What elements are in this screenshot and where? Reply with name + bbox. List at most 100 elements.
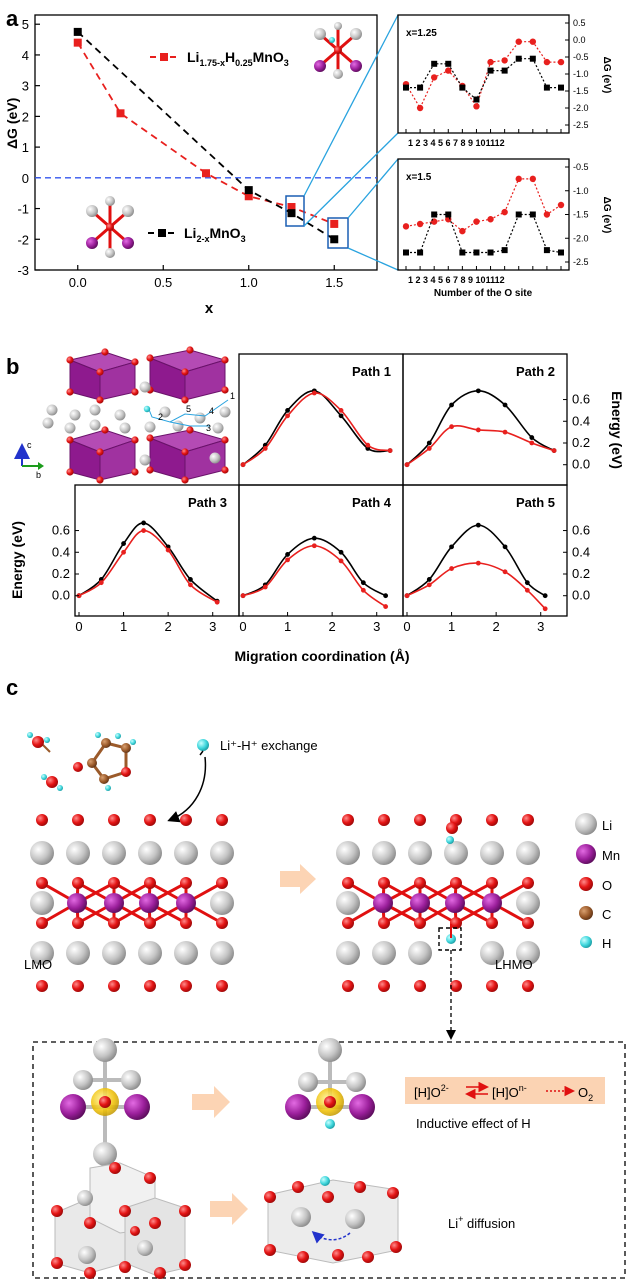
panel-a: a 0.0 0.5 1.0 1.5 -3 -2 -1 0 1 2 3 4 5 ΔG (eV) x Li1…: [4, 6, 612, 317]
path-title: Path 4: [352, 495, 392, 510]
structure-li-atom: [42, 417, 54, 429]
inset-y-tick-label: -0.5: [573, 162, 589, 172]
lattice-o-atom: [486, 877, 498, 889]
series-point-1: [330, 235, 339, 244]
lattice-li-atom: [516, 841, 540, 865]
inset-125-plot: 0.5 0.0 -0.5 -1.0 -1.5 -2.0 -2.5: [402, 18, 589, 133]
lattice-o-atom: [72, 917, 84, 929]
exchange-label: Li⁺-H⁺ exchange: [220, 738, 318, 753]
lattice-li-atom: [138, 941, 162, 965]
inset-point-0: [445, 67, 452, 74]
lattice-o-atom: [144, 917, 156, 929]
structure-o-atom: [181, 396, 189, 404]
path-y-tick-label: 0.2: [572, 566, 590, 581]
lattice-o-atom: [108, 877, 120, 889]
inset-y-tick-label: -2.5: [573, 120, 589, 130]
lattice-li-atom: [210, 941, 234, 965]
path-point-1: [529, 440, 535, 446]
lattice-o-atom: [108, 917, 120, 929]
lattice-o-atom: [72, 980, 84, 992]
energy-y-label-left: Energy (eV): [9, 521, 25, 599]
lattice-o-atom: [180, 814, 192, 826]
lattice-li-atom: [336, 941, 360, 965]
path-x-tick-label: 3: [537, 619, 544, 634]
lattice-o-atom: [414, 917, 426, 929]
inset-point-1: [459, 84, 466, 91]
crystal-structure-image: 2 5 4 1 3 c b: [14, 346, 237, 485]
path-point-1: [338, 558, 344, 564]
inset-y-tick-label: -1.5: [573, 86, 589, 96]
series-point-0: [287, 203, 296, 212]
lattice-o-atom: [108, 814, 120, 826]
inset-point-1: [529, 55, 536, 62]
lattice-o-atom: [144, 814, 156, 826]
path-curve-1: [78, 529, 218, 603]
path-point-0: [311, 535, 317, 541]
exchange-arrow: [167, 756, 207, 823]
lattice-o-atom: [450, 917, 462, 929]
inset-point-1: [459, 249, 466, 256]
structure-o-atom: [131, 436, 139, 444]
structure-li-atom: [139, 381, 151, 393]
lattice-mn-atom: [445, 893, 465, 913]
cluster-before: [60, 1038, 150, 1166]
lattice-li-atom: [174, 941, 198, 965]
svg-text:4: 4: [209, 406, 214, 416]
lattice-li-atom: [336, 841, 360, 865]
lattice-o-atom: [72, 814, 84, 826]
path-x-tick-label: 1: [120, 619, 127, 634]
inset-point-0: [473, 103, 480, 110]
path-x-tick-label: 3: [209, 619, 216, 634]
path-point-1: [404, 593, 410, 599]
energy-path-grid: Path 1 Path 2 0.0 0.2 0.4 0.6 Path 3 0 1 2 3 0.0 0.2…: [52, 353, 590, 634]
lattice-o-atom: [522, 814, 534, 826]
path-point-1: [365, 442, 371, 448]
path-point-0: [542, 593, 548, 599]
path-point-0: [426, 440, 432, 446]
structure-o-atom: [181, 476, 189, 484]
inset-line-0: [405, 41, 561, 110]
svg-text:O2: O2: [578, 1085, 593, 1103]
lattice-o-atom: [378, 917, 390, 929]
inset-point-0: [557, 201, 565, 209]
inset-125-xtick-labels: 1 2 3 4 5 6 7 8 9 101112: [408, 138, 505, 148]
adsorbed-h-atom: [446, 836, 454, 844]
path-point-1: [475, 427, 481, 433]
series-point-0: [116, 109, 125, 118]
structure-o-atom: [66, 436, 74, 444]
x-tick-label: 0.0: [69, 275, 87, 290]
path-x-tick-label: 3: [373, 619, 380, 634]
path-y-tick-label: 0.4: [572, 413, 590, 428]
path-point-0: [285, 408, 290, 413]
lattice-transform-arrow: [280, 864, 316, 894]
svg-text:2: 2: [158, 412, 163, 422]
inset-point-0: [459, 227, 466, 235]
series-point-0: [244, 192, 253, 201]
svg-text:Li2-xMnO3: Li2-xMnO3: [184, 225, 246, 244]
lattice-li-atom: [444, 841, 468, 865]
inset-y-tick-label: -2.0: [573, 233, 589, 243]
series-point-1: [73, 27, 82, 36]
inset-point-1: [473, 249, 480, 256]
structure-li-atom: [139, 454, 151, 466]
inset-point-1: [431, 60, 438, 67]
series-point-1: [244, 186, 253, 195]
structure-li-atom: [159, 406, 171, 418]
y-tick-label: 5: [22, 17, 29, 32]
inset-point-1: [558, 249, 564, 256]
path-point-1: [387, 448, 393, 453]
main-axis-ticks: 0.0 0.5 1.0 1.5 -3 -2 -1 0 1 2 3 4 5: [17, 17, 343, 290]
inset-point-1: [417, 249, 424, 256]
legend-label-mn: Mn: [602, 848, 620, 863]
path-point-1: [165, 547, 171, 553]
structure-li-atom: [69, 409, 81, 421]
structure-o-atom: [221, 386, 229, 394]
y-tick-label: 2: [22, 109, 29, 124]
inset-y-tick-label: -1.5: [573, 210, 589, 220]
lattice-o-atom: [378, 980, 390, 992]
lmo-label: LMO: [24, 957, 52, 972]
inset-point-0: [529, 38, 537, 45]
x-tick-label: 0.5: [154, 275, 172, 290]
structure-o-atom: [96, 396, 104, 404]
inset-point-0: [430, 74, 438, 81]
